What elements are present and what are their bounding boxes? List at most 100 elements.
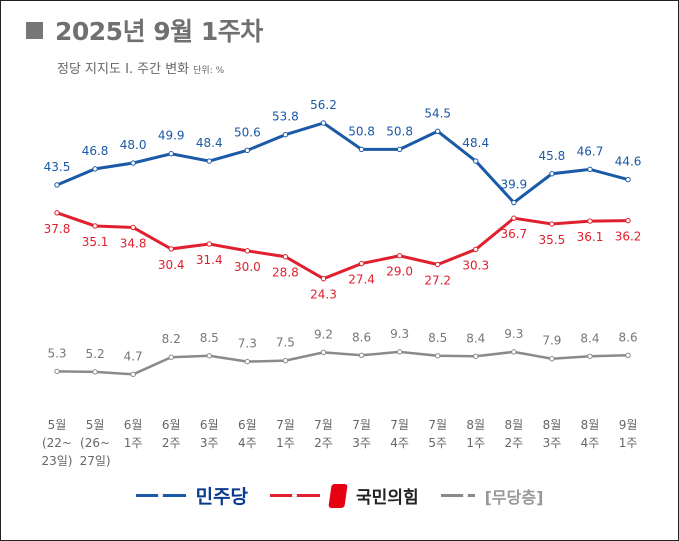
data-label: 8.4	[580, 331, 599, 345]
title-square-icon	[26, 21, 43, 39]
data-point	[54, 210, 60, 216]
data-label: 53.8	[272, 110, 299, 124]
x-tick-label: 23일)	[42, 454, 73, 468]
data-point	[282, 254, 289, 260]
data-point	[320, 275, 327, 282]
data-point	[473, 246, 479, 253]
data-label: 7.5	[276, 336, 295, 350]
data-label: 28.8	[272, 266, 299, 280]
data-point	[244, 147, 251, 154]
data-label: 56.2	[310, 98, 337, 112]
data-point	[92, 369, 98, 375]
data-point	[358, 260, 365, 267]
x-tick-label: 6월	[124, 418, 143, 432]
data-label: 8.5	[200, 331, 219, 345]
data-point	[206, 353, 212, 359]
x-tick-label: 3주	[543, 436, 562, 450]
data-point	[54, 368, 60, 375]
x-tick-label: (22~	[42, 436, 72, 450]
x-tick-label: 8월	[581, 418, 600, 432]
data-label: 30.4	[158, 258, 185, 272]
data-label: 43.5	[44, 160, 71, 174]
x-tick-label: (26~	[80, 436, 110, 450]
legend-line-icon	[135, 493, 186, 498]
x-tick-label: 8월	[466, 418, 485, 432]
data-label: 46.8	[82, 144, 109, 158]
data-label: 34.8	[120, 236, 147, 250]
legend-item-independent: [무당층]	[440, 484, 544, 508]
data-label: 44.6	[615, 155, 642, 169]
legend-line-icon	[440, 493, 475, 498]
data-label: 8.6	[352, 330, 371, 344]
x-tick-label: 7월	[314, 418, 333, 432]
data-label: 48.4	[462, 136, 489, 150]
x-tick-label: 6월	[200, 418, 219, 432]
data-point	[587, 166, 593, 173]
x-tick-label: 4주	[581, 436, 600, 450]
data-point	[92, 223, 98, 229]
x-tick-label: 2주	[504, 436, 523, 450]
data-label: 54.5	[424, 106, 451, 120]
data-label: 35.1	[82, 235, 109, 249]
data-point	[130, 224, 136, 231]
subtitle-text: 정당 지지도 Ⅰ. 주간 변화	[57, 62, 190, 77]
x-tick-label: 1주	[124, 436, 143, 450]
x-tick-label: 1주	[466, 436, 485, 450]
x-tick-label: 3주	[200, 436, 219, 450]
data-label: 9.3	[390, 327, 409, 341]
data-point	[549, 221, 555, 227]
x-tick-label: 1주	[619, 436, 638, 450]
data-point	[435, 128, 441, 134]
subtitle: 정당 지지도 Ⅰ. 주간 변화 단위: %	[57, 58, 224, 77]
data-label: 50.8	[348, 124, 375, 138]
data-label: 9.3	[504, 327, 523, 341]
data-label: 7.9	[542, 334, 561, 348]
data-label: 8.4	[466, 331, 485, 345]
data-point	[625, 217, 631, 224]
data-point	[511, 349, 517, 355]
legend-label: 국민의힘	[356, 488, 419, 508]
unit-label: 단위: %	[193, 66, 225, 76]
page-title: 2025년 9월 1주차	[26, 12, 263, 48]
data-label: 8.2	[162, 332, 181, 346]
data-point	[130, 371, 136, 378]
data-label: 48.0	[120, 138, 147, 152]
data-point	[549, 356, 555, 362]
data-label: 39.9	[500, 178, 527, 192]
x-tick-label: 8월	[504, 418, 523, 432]
x-tick-label: 2주	[314, 436, 333, 450]
data-point	[435, 261, 441, 268]
data-point	[206, 158, 212, 164]
x-tick-label: 5월	[48, 418, 67, 432]
legend-label: [무당층]	[484, 487, 544, 507]
x-tick-label: 7월	[428, 418, 447, 432]
data-label: 8.5	[428, 331, 447, 345]
data-label: 29.0	[386, 265, 413, 279]
data-label: 48.4	[196, 136, 223, 150]
data-point	[168, 354, 174, 360]
data-label: 27.2	[424, 274, 451, 288]
x-tick-label: 4주	[238, 436, 257, 450]
x-tick-label: 6월	[238, 418, 257, 432]
data-point	[92, 166, 98, 172]
data-label: 36.1	[577, 230, 604, 244]
data-label: 31.4	[196, 253, 223, 267]
data-label: 7.3	[238, 337, 257, 351]
x-tick-label: 5월	[86, 418, 105, 432]
data-label: 45.8	[539, 149, 566, 163]
x-tick-label: 2주	[162, 436, 181, 450]
legend-line-icon	[270, 493, 321, 498]
data-label: 8.6	[619, 330, 638, 344]
data-point	[320, 120, 327, 126]
data-point	[625, 352, 631, 358]
x-tick-label: 7월	[352, 418, 371, 432]
x-tick-label: 8월	[543, 418, 562, 432]
data-point	[282, 357, 289, 364]
ppp-logo-icon	[328, 483, 348, 508]
data-point	[549, 171, 555, 177]
data-point	[587, 353, 593, 359]
data-point	[244, 358, 251, 365]
data-point	[320, 349, 327, 356]
x-tick-label: 7월	[390, 418, 409, 432]
